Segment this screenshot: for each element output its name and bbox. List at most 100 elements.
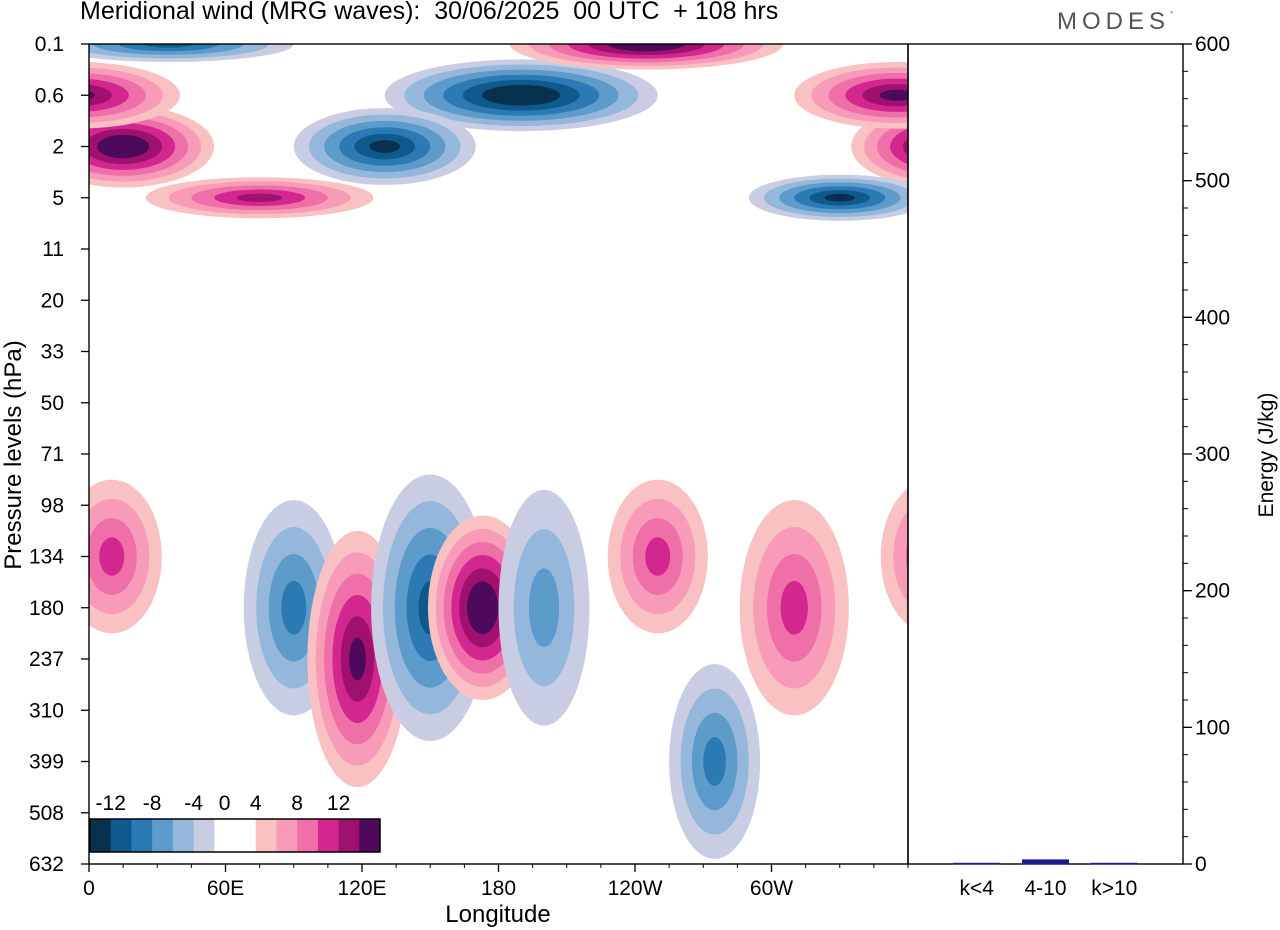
colorbar-swatch	[110, 819, 132, 852]
energy-bar	[953, 862, 1001, 865]
colorbar-label: -4	[184, 792, 203, 815]
colorbar-swatch	[235, 819, 257, 852]
y-tick-label: 237	[29, 648, 64, 671]
contour-band	[903, 138, 908, 155]
wind-anomaly-southerly	[669, 664, 761, 859]
energy-y-tick-label: 600	[1195, 33, 1230, 56]
energy-bar	[1022, 859, 1069, 865]
y-tick-label: 71	[41, 443, 64, 466]
energy-y-tick-label: 500	[1195, 170, 1230, 193]
colorbar-swatch	[152, 819, 174, 852]
x-axis-label: Longitude	[445, 901, 550, 928]
x-tick-label: 0	[83, 877, 95, 900]
wind-anomaly-southerly	[89, 44, 294, 62]
y-tick-label: 98	[41, 494, 64, 517]
y-tick-label: 20	[41, 289, 64, 312]
y-tick-label: 2	[52, 136, 64, 159]
colorbar-swatch	[338, 819, 360, 852]
logo-mark: °	[1170, 10, 1174, 19]
wind-anomaly-southerly	[293, 108, 476, 185]
wind-anomaly-northerly	[607, 479, 708, 634]
wind-anomaly-northerly	[739, 500, 849, 716]
y-tick-label: 0.1	[35, 33, 64, 56]
y-tick-label: 134	[29, 546, 64, 569]
contour-band	[501, 90, 541, 101]
contour-band	[890, 128, 908, 165]
contour-band	[703, 737, 726, 786]
colorbar-swatch	[276, 819, 298, 852]
colorbar-swatch	[255, 819, 277, 852]
wind-anomaly-northerly	[89, 479, 162, 634]
contour-band	[824, 193, 855, 202]
colorbar-swatch	[297, 819, 319, 852]
contour-band	[110, 140, 137, 153]
wind-anomaly-southerly	[748, 174, 908, 221]
colorbar-swatch	[172, 819, 195, 852]
contour-band	[143, 44, 194, 48]
contour-band	[879, 89, 908, 101]
energy-category-label: 4-10	[1024, 877, 1066, 900]
energy-y-tick-label: 200	[1195, 580, 1230, 603]
energy-category-label: k>10	[1091, 877, 1137, 900]
contour-band	[918, 537, 943, 575]
x-tick-label: 180	[481, 877, 516, 900]
contour-band	[281, 580, 307, 635]
contour-band	[929, 141, 955, 153]
energy-axis-label: Energy (J/kg)	[1255, 393, 1278, 518]
wind-anomaly-northerly	[794, 61, 908, 129]
y-tick-label: 508	[29, 802, 64, 825]
wind-anomaly-northerly	[89, 105, 215, 188]
contour-band	[474, 594, 491, 621]
colorbar-label: 12	[327, 792, 350, 815]
contour-band	[916, 135, 968, 158]
y-tick-label: 5	[52, 187, 64, 210]
energy-bar	[1090, 862, 1138, 865]
colorbar-label: 8	[291, 792, 303, 815]
x-tick-label: 120W	[608, 877, 663, 900]
contour-band	[893, 510, 908, 603]
contour-band	[626, 44, 666, 48]
contour-band	[369, 140, 400, 153]
colorbar-label: -12	[96, 792, 126, 815]
contour-band	[349, 637, 366, 681]
modes-logo: MODES°	[1057, 8, 1173, 36]
energy-y-tick-label: 300	[1195, 443, 1230, 466]
x-axis: 0 60E 120E 180 120W 60W	[83, 864, 909, 900]
colorbar-swatch	[359, 819, 381, 852]
energy-category-label: k<4	[960, 877, 995, 900]
contour-band	[236, 193, 283, 202]
x-tick-label: 60E	[207, 877, 244, 900]
y-tick-label: 11	[42, 238, 64, 261]
contour-band	[89, 91, 95, 100]
wind-field	[89, 44, 968, 859]
wind-anomaly-southerly	[384, 59, 658, 132]
colorbar-swatch	[317, 819, 340, 852]
contour-band	[780, 580, 808, 635]
y-tick-label: 180	[29, 597, 64, 620]
x-tick-label: 60W	[750, 877, 793, 900]
y-tick-label: 33	[41, 341, 64, 364]
contour-band	[99, 537, 125, 576]
y-tick-label: 0.6	[35, 84, 64, 107]
wind-anomaly-northerly	[880, 488, 943, 625]
chart-title: Meridional wind (MRG waves): 30/06/2025 …	[80, 0, 779, 25]
colorbar-swatch	[131, 819, 153, 852]
wind-anomaly-northerly	[307, 530, 408, 788]
colorbar-label: 0	[219, 792, 231, 815]
contour-band	[645, 537, 671, 576]
map-frame	[88, 43, 909, 865]
colorbar-swatch	[90, 819, 112, 852]
energy-y-tick-label: 0	[1195, 853, 1207, 876]
wind-anomaly-southerly	[498, 489, 590, 726]
contour-band	[528, 568, 560, 648]
y-tick-label: 632	[29, 853, 64, 876]
y-tick-label: 50	[41, 392, 64, 415]
x-tick-label: 120E	[337, 877, 386, 900]
y-tick-label: 399	[29, 751, 64, 774]
colorbar-frame	[89, 818, 381, 853]
y-axis: 0.1 0.6 2 5 11 20 33 50 71 98 134 180 237 310 399 508 63…	[29, 33, 89, 876]
contour-band	[89, 84, 112, 106]
contour-band	[905, 540, 908, 573]
logo-text: MODES	[1057, 8, 1171, 35]
